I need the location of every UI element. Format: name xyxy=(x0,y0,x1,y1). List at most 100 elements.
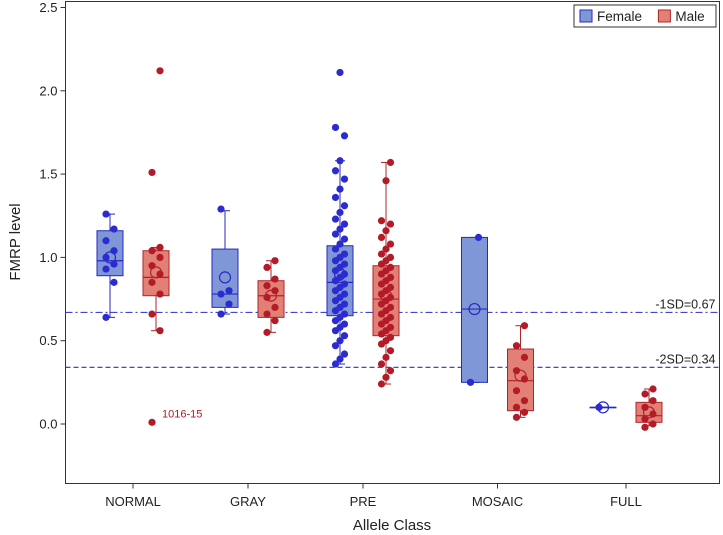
data-point-female-normal xyxy=(102,313,110,321)
data-point-male-pre xyxy=(386,323,395,331)
data-point-male-normal xyxy=(156,327,164,335)
y-tick-label: 0.0 xyxy=(39,417,57,432)
data-point-male-pre xyxy=(377,360,386,368)
box-iqr xyxy=(507,348,534,412)
box-iqr xyxy=(635,401,663,423)
data-point-female-mosaic xyxy=(466,378,475,386)
data-point-female-pre xyxy=(336,337,344,345)
data-point-male-pre xyxy=(386,253,395,261)
data-point-female-mosaic xyxy=(474,233,483,242)
data-point-female-pre xyxy=(340,202,349,210)
data-point-female-pre xyxy=(340,300,349,308)
box-female-full xyxy=(589,401,617,414)
data-point-female-pre xyxy=(331,167,340,175)
data-point-male-pre xyxy=(386,313,395,321)
box-iqr xyxy=(257,280,285,318)
box-female-gray xyxy=(211,210,239,315)
legend-box xyxy=(573,4,717,28)
data-point-male-gray xyxy=(271,303,279,311)
data-point-female-gray xyxy=(217,290,225,298)
data-point-male-gray xyxy=(263,293,271,301)
data-point-male-pre xyxy=(382,177,390,185)
data-point-female-pre xyxy=(340,175,349,183)
data-point-female-pre xyxy=(331,215,340,223)
data-point-male-pre xyxy=(386,273,395,281)
data-point-female-normal xyxy=(102,237,110,245)
data-point-male-gray xyxy=(263,310,271,318)
box-male-gray xyxy=(257,260,285,333)
x-tick-label: PRE xyxy=(350,494,377,509)
data-point-female-pre xyxy=(340,235,349,243)
x-tick-label: MOSAIC xyxy=(472,494,523,509)
data-point-male-mosaic xyxy=(520,408,529,416)
data-point-male-mosaic xyxy=(512,342,521,350)
data-point-male-gray xyxy=(263,263,271,271)
data-point-female-normal xyxy=(102,265,110,273)
data-point-male-mosaic xyxy=(512,403,521,411)
data-point-male-pre xyxy=(386,293,395,301)
data-point-male-pre xyxy=(386,263,395,271)
data-point-female-pre xyxy=(336,355,344,363)
legend-swatch-female xyxy=(579,9,593,23)
data-point-female-gray xyxy=(225,300,233,308)
box-iqr xyxy=(211,248,239,308)
data-point-female-full xyxy=(595,403,603,411)
y-tick-label: 0.5 xyxy=(39,333,57,348)
data-point-male-full xyxy=(641,415,649,423)
data-point-male-pre xyxy=(382,373,390,381)
x-tick-label: NORMAL xyxy=(105,494,161,509)
data-point-male-gray xyxy=(263,328,271,336)
y-tick-label: 2.0 xyxy=(39,83,57,98)
data-point-male-gray xyxy=(263,282,271,290)
data-point-female-normal xyxy=(110,247,118,255)
box-mean-marker xyxy=(218,271,232,284)
data-point-female-normal xyxy=(102,253,110,261)
data-point-male-full xyxy=(641,390,649,398)
data-point-female-pre xyxy=(331,360,340,368)
data-point-female-normal xyxy=(110,260,118,268)
box-mean-marker xyxy=(468,302,481,316)
data-point-female-pre xyxy=(340,310,349,318)
data-point-male-mosaic xyxy=(512,387,521,395)
data-point-female-pre xyxy=(340,250,349,258)
data-point-female-gray xyxy=(217,310,225,318)
data-point-male-gray xyxy=(271,275,279,283)
data-point-female-pre xyxy=(331,245,340,253)
y-axis-title: FMRP level xyxy=(7,203,24,280)
data-point-male-pre xyxy=(386,240,395,248)
data-point-male-pre xyxy=(382,227,390,235)
data-point-male-pre xyxy=(377,250,386,258)
data-point-female-pre xyxy=(336,68,344,77)
data-point-male-normal xyxy=(148,262,156,270)
data-point-male-full xyxy=(649,420,657,428)
data-point-male-normal xyxy=(156,243,164,252)
data-point-female-pre xyxy=(340,132,349,140)
data-point-female-gray xyxy=(225,287,233,295)
data-point-female-pre xyxy=(331,123,340,132)
data-point-male-pre xyxy=(386,367,395,375)
data-point-female-normal xyxy=(102,210,110,218)
data-point-male-normal xyxy=(148,168,156,177)
data-point-male-pre xyxy=(386,283,395,291)
data-point-female-pre xyxy=(340,350,349,358)
data-point-male-normal xyxy=(148,310,156,318)
data-point-male-pre xyxy=(377,380,386,388)
data-point-male-gray xyxy=(271,287,279,295)
data-point-female-pre xyxy=(340,290,349,298)
data-point-female-pre xyxy=(340,260,349,268)
data-point-male-full xyxy=(649,410,657,418)
box-iqr xyxy=(96,230,124,277)
data-point-male-full xyxy=(649,385,657,393)
data-point-male-normal xyxy=(148,418,156,426)
x-tick-label: GRAY xyxy=(230,494,266,509)
data-point-female-pre xyxy=(336,185,344,193)
data-point-female-pre xyxy=(336,240,344,248)
x-axis-title: Allele Class xyxy=(353,517,431,534)
data-point-male-mosaic xyxy=(520,353,529,361)
data-point-male-normal xyxy=(156,67,164,75)
data-point-male-pre xyxy=(382,353,390,361)
data-point-female-pre xyxy=(340,220,349,228)
data-point-female-pre xyxy=(340,280,349,288)
data-point-male-pre xyxy=(382,245,390,253)
data-point-male-mosaic xyxy=(520,375,529,383)
